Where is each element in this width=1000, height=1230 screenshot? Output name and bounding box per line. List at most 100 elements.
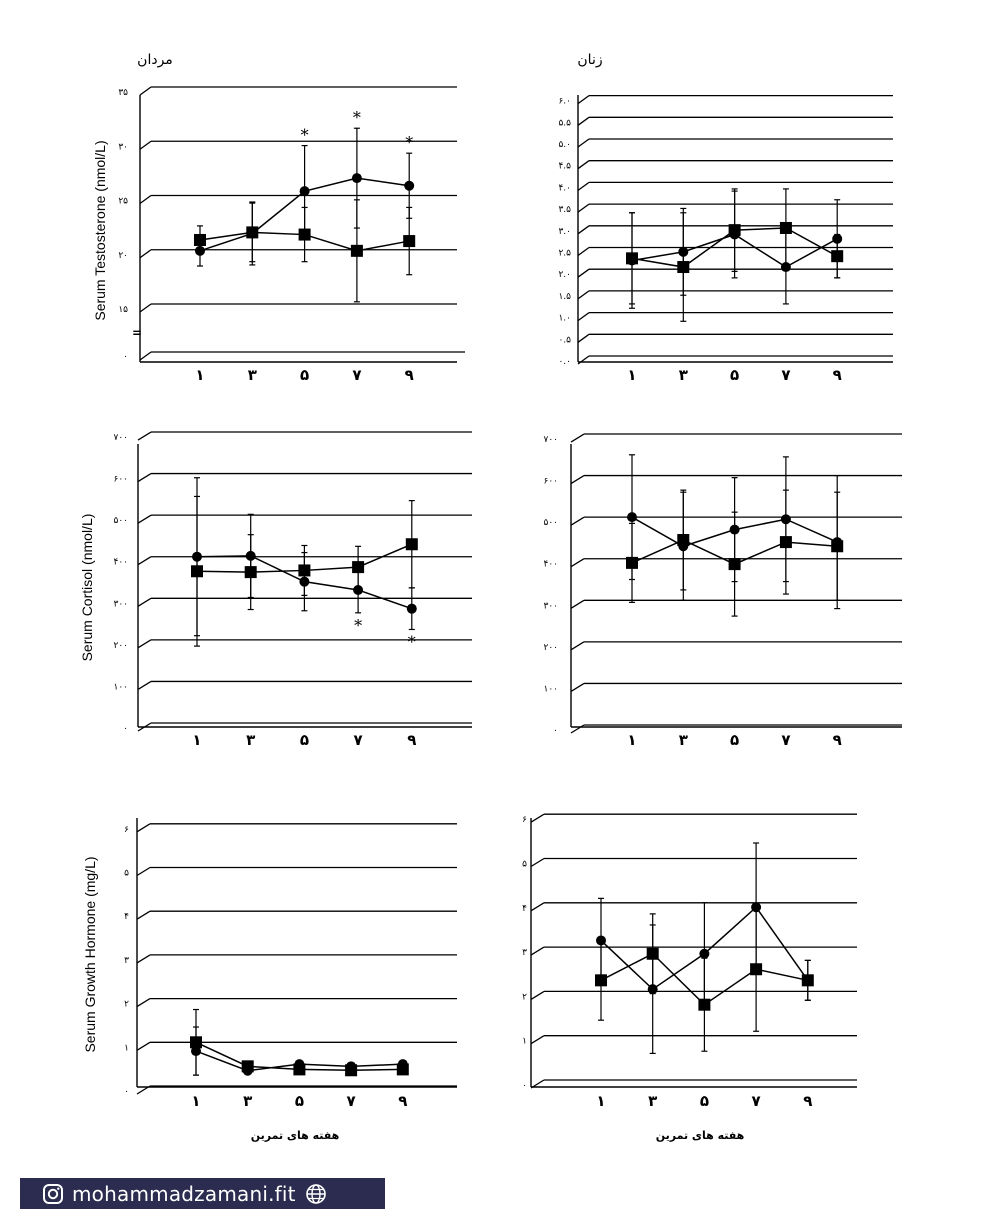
gridline-slant <box>570 599 585 609</box>
gridline-slant <box>577 355 590 365</box>
data-point-circle <box>406 603 417 614</box>
x-tick-label: ۳ <box>679 366 688 384</box>
significance-asterisk: * <box>405 133 413 152</box>
chart-women-growth-hormone: ۰ ۱ ۲ ۳ ۴ ۵ ۶ ۱ ۳ ۵ ۷ ۹ هفته های تمرین <box>522 813 857 1142</box>
chart-men-cortisol: ۰ ۱۰۰ ۲۰۰ ۳۰۰ ۴۰۰ ۵۰۰ ۶۰۰ ۷۰۰ ۱ ۳ ۵ ۷ ۹ Serum Cortiso… <box>79 431 472 749</box>
gridline-slant <box>577 138 590 148</box>
data-point-square <box>595 974 607 987</box>
y-tick-label: ۶.۰ <box>558 97 571 107</box>
y-tick-label: ۰ <box>124 1087 129 1097</box>
data-point-square <box>626 556 638 569</box>
chart-women-cortisol: ۰ ۱۰۰ ۲۰۰ ۳۰۰ ۴۰۰ ۵۰۰ ۶۰۰ ۷۰۰ ۱ ۳ ۵ ۷ ۹ <box>543 433 902 749</box>
gridline-slant <box>136 910 151 920</box>
gridline-slant <box>137 556 152 566</box>
y-tick-label: ۰ <box>123 352 128 362</box>
gridline-slant <box>530 1079 545 1089</box>
data-point-square <box>779 536 792 549</box>
axis-break-mark: = <box>132 326 142 340</box>
x-tick-label: ۵ <box>730 366 739 384</box>
y-tick-label: ۵ <box>522 860 527 870</box>
gridline-slant <box>570 724 585 734</box>
y-tick-label: ۱ <box>124 1043 129 1053</box>
x-tick-label: ۵ <box>300 731 309 749</box>
data-point-square <box>750 963 763 976</box>
y-tick-label: ۰ <box>522 1081 527 1091</box>
x-tick-label: ۹ <box>833 366 842 384</box>
y-tick-label: ۵۰۰ <box>113 516 128 526</box>
gridline-slant <box>577 116 590 126</box>
x-axis-title: هفته های تمرین <box>251 1129 340 1142</box>
x-tick-label: ۳ <box>648 1092 657 1110</box>
y-tick-label: ۲۵ <box>118 197 128 207</box>
data-point-square <box>396 1063 409 1076</box>
chart-title: زنان <box>577 52 602 68</box>
data-point-square <box>677 261 690 274</box>
gridline-slant <box>570 433 585 443</box>
y-tick-label: ۱۵ <box>118 305 128 315</box>
gridline-slant <box>136 1085 151 1095</box>
y-tick-label: ۰ <box>553 726 558 736</box>
gridline-slant <box>577 246 590 257</box>
y-tick-label: ۶ <box>522 815 527 825</box>
x-tick-label: ۹ <box>398 1092 407 1110</box>
y-tick-label: ۱ <box>522 1037 527 1047</box>
y-tick-label: ۵.۵ <box>558 118 571 128</box>
gridline-slant <box>137 431 152 441</box>
x-tick-label: ۵ <box>730 731 739 749</box>
y-tick-label: ۰.۵ <box>558 335 571 345</box>
data-point-square <box>403 235 416 248</box>
data-point-square <box>293 1063 306 1076</box>
gridline-slant <box>530 946 545 956</box>
y-tick-label: ۳ <box>124 956 129 966</box>
data-point-square <box>677 534 690 547</box>
y-tick-label: ۳۵ <box>118 88 128 98</box>
x-tick-label: ۷ <box>781 731 790 749</box>
gridline-slant <box>136 823 151 833</box>
gridline-slant <box>137 639 152 649</box>
x-tick-label: ۷ <box>352 366 361 384</box>
significance-asterisk: * <box>354 616 362 635</box>
x-tick-label: ۷ <box>781 366 790 384</box>
gridline-slant <box>136 998 151 1008</box>
y-tick-label: ۳۰ <box>118 142 128 152</box>
data-point-square <box>728 558 741 571</box>
data-point-square <box>626 252 638 265</box>
x-tick-label: ۷ <box>347 1092 356 1110</box>
x-tick-label: ۹ <box>803 1092 812 1110</box>
gridline-slant <box>137 514 152 524</box>
gridline-slant <box>577 290 590 300</box>
y-tick-label: ۷۰۰ <box>543 435 558 445</box>
data-point-circle <box>351 173 362 184</box>
gridline-slant <box>137 722 152 732</box>
gridline-slant <box>137 597 152 607</box>
significance-asterisk: * <box>408 632 416 651</box>
y-tick-label: ۴.۵ <box>558 162 571 172</box>
data-point-square <box>698 998 711 1011</box>
gridline-slant <box>139 351 152 361</box>
gridline-slant <box>570 516 585 526</box>
data-point-square <box>831 250 844 263</box>
y-tick-label: ۲.۵ <box>558 249 571 259</box>
data-point-square <box>831 540 844 553</box>
y-tick-label: ۰.۰ <box>558 357 571 367</box>
x-tick-label: ۳ <box>243 1092 252 1110</box>
y-tick-label: ۱.۰ <box>558 314 571 324</box>
x-tick-label: ۷ <box>752 1092 761 1110</box>
gridline-slant <box>139 86 152 96</box>
y-tick-label: ۳۰۰ <box>113 599 128 609</box>
gridline-slant <box>577 225 590 235</box>
y-tick-label: ۱۰۰ <box>113 682 128 692</box>
gridline-slant <box>570 558 585 568</box>
x-tick-label: ۱ <box>596 1092 605 1110</box>
significance-asterisk: * <box>353 108 361 127</box>
data-point-circle <box>299 186 310 197</box>
x-tick-label: ۳ <box>248 366 257 384</box>
x-tick-label: ۹ <box>405 366 414 384</box>
gridline-slant <box>139 194 152 205</box>
x-tick-label: ۱ <box>192 731 201 749</box>
gridline-slant <box>139 303 152 313</box>
gridline-slant <box>137 680 152 690</box>
x-tick-label: ۵ <box>300 366 309 384</box>
